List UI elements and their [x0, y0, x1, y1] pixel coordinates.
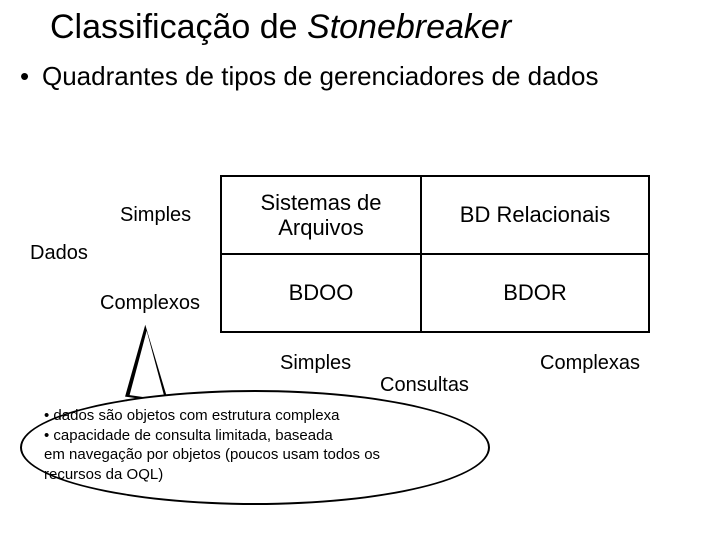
y-axis-bottom-label: Complexos [100, 292, 200, 315]
y-axis-top-label: Simples [120, 204, 191, 227]
bullet-item: •Quadrantes de tipos de gerenciadores de… [20, 60, 700, 93]
quadrant-top-right: BD Relacionais [421, 176, 649, 254]
callout-line: • dados são objetos com estrutura comple… [44, 406, 474, 426]
quadrant-bottom-right: BDOR [421, 254, 649, 332]
quadrant-table: Sistemas de Arquivos BD Relacionais BDOO… [220, 175, 650, 333]
callout-bubble: • dados são objetos com estrutura comple… [20, 380, 500, 510]
table-row: BDOO BDOR [221, 254, 649, 332]
x-axis-left-label: Simples [280, 352, 351, 375]
quadrant-top-left: Sistemas de Arquivos [221, 176, 421, 254]
table-row: Sistemas de Arquivos BD Relacionais [221, 176, 649, 254]
slide-title: Classificação de Stonebreaker [50, 8, 690, 47]
y-axis-label: Dados [30, 242, 88, 265]
callout-line: recursos da OQL) [44, 465, 474, 485]
quadrant-bottom-left: BDOO [221, 254, 421, 332]
x-axis-right-label: Complexas [540, 352, 640, 375]
title-plain: Classificação de [50, 8, 307, 46]
bullet-marker: • [20, 60, 42, 93]
bullet-text: Quadrantes de tipos de gerenciadores de … [42, 60, 682, 93]
title-italic: Stonebreaker [307, 8, 511, 46]
callout-line: em navegação por objetos (poucos usam to… [44, 445, 474, 465]
callout-text: • dados são objetos com estrutura comple… [44, 406, 474, 484]
callout-line: • capacidade de consulta limitada, basea… [44, 426, 474, 446]
